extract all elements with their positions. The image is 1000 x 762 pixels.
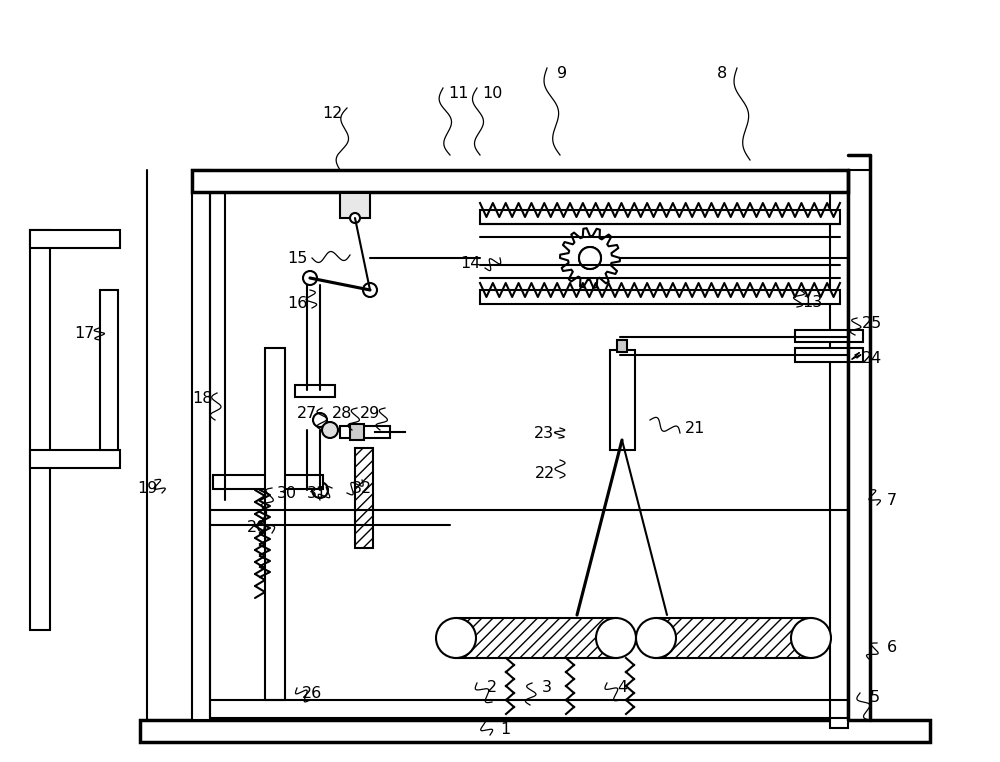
Text: 27: 27 — [297, 405, 317, 421]
Text: 21: 21 — [685, 421, 705, 436]
Text: 14: 14 — [460, 255, 480, 271]
Text: 25: 25 — [862, 315, 882, 331]
Bar — [350, 424, 364, 440]
Bar — [795, 330, 863, 342]
Circle shape — [636, 618, 676, 658]
Text: 20: 20 — [247, 520, 267, 536]
Text: 17: 17 — [74, 325, 94, 341]
Text: 30: 30 — [277, 485, 297, 501]
Text: 2: 2 — [487, 680, 497, 696]
Bar — [480, 210, 840, 224]
Circle shape — [322, 422, 338, 438]
Text: 7: 7 — [887, 492, 897, 507]
Text: 29: 29 — [360, 405, 380, 421]
Text: 3: 3 — [542, 680, 552, 696]
Bar — [140, 720, 930, 742]
Circle shape — [350, 213, 360, 223]
Circle shape — [579, 247, 601, 269]
Bar — [456, 618, 616, 658]
Circle shape — [313, 413, 327, 427]
Text: 1: 1 — [500, 722, 510, 738]
Circle shape — [791, 618, 831, 658]
Text: 24: 24 — [862, 351, 882, 366]
Text: 13: 13 — [802, 294, 822, 309]
Text: 23: 23 — [534, 425, 554, 440]
Text: 10: 10 — [482, 85, 502, 101]
Text: 9: 9 — [557, 66, 567, 81]
Bar — [192, 170, 210, 720]
Text: 15: 15 — [287, 251, 307, 265]
Bar — [192, 170, 848, 192]
Circle shape — [303, 271, 317, 285]
Text: 5: 5 — [870, 690, 880, 706]
Text: 26: 26 — [302, 686, 322, 700]
Text: 16: 16 — [287, 296, 307, 310]
Circle shape — [596, 618, 636, 658]
Bar — [30, 230, 50, 630]
Text: 19: 19 — [137, 481, 157, 495]
Bar — [656, 618, 811, 658]
Circle shape — [312, 482, 328, 498]
Bar — [295, 385, 335, 397]
Text: 11: 11 — [448, 85, 468, 101]
Bar — [30, 230, 120, 248]
Circle shape — [363, 283, 377, 297]
Text: 8: 8 — [717, 66, 727, 81]
Text: 4: 4 — [617, 680, 627, 696]
Text: 32: 32 — [352, 481, 372, 495]
Bar — [355, 448, 373, 548]
Text: 12: 12 — [322, 105, 342, 120]
Bar — [830, 170, 848, 728]
Text: 31: 31 — [307, 485, 327, 501]
Text: 18: 18 — [192, 390, 212, 405]
Text: 28: 28 — [332, 405, 352, 421]
Text: 6: 6 — [887, 641, 897, 655]
Bar — [100, 290, 118, 450]
Bar — [265, 348, 285, 700]
Bar — [30, 450, 120, 468]
Bar — [617, 340, 627, 352]
Circle shape — [579, 247, 601, 269]
Bar — [795, 348, 863, 362]
Text: 22: 22 — [535, 466, 555, 481]
Bar — [213, 475, 323, 489]
Bar — [340, 426, 390, 438]
Bar — [480, 290, 840, 304]
Circle shape — [436, 618, 476, 658]
Bar — [340, 193, 370, 218]
Bar — [610, 350, 635, 450]
